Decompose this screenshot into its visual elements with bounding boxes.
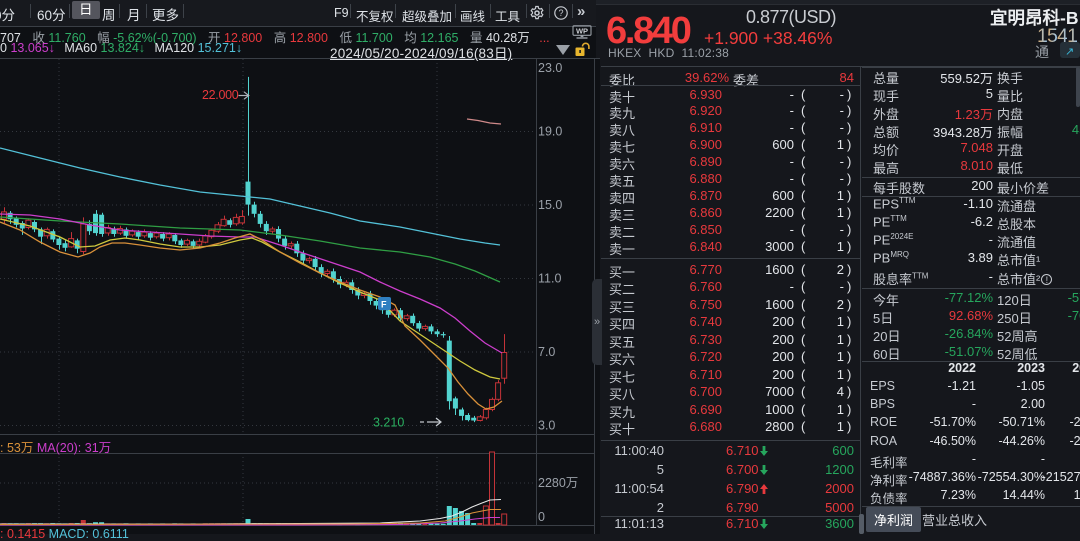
svg-text:3.210: 3.210	[373, 416, 404, 430]
svg-text:7.0: 7.0	[538, 345, 555, 359]
svg-text:2280万: 2280万	[538, 476, 578, 490]
svg-text:F: F	[381, 300, 387, 310]
svg-text:23.0: 23.0	[538, 61, 562, 75]
svg-text:19.0: 19.0	[538, 125, 562, 139]
svg-text:15.0: 15.0	[538, 198, 562, 212]
svg-text:3.0: 3.0	[538, 419, 555, 433]
svg-text:22.000: 22.000	[202, 88, 239, 102]
svg-text:11.0: 11.0	[538, 272, 561, 286]
svg-text:?: ?	[558, 8, 563, 18]
svg-text:0: 0	[538, 510, 545, 524]
svg-text:WP: WP	[576, 26, 588, 35]
